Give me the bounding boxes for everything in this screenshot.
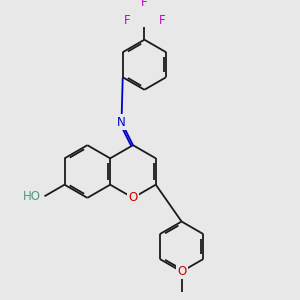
Text: O: O	[128, 191, 138, 204]
Text: HO: HO	[23, 190, 41, 203]
Text: F: F	[123, 14, 130, 27]
Text: N: N	[117, 116, 126, 129]
Text: F: F	[141, 0, 148, 9]
Text: F: F	[159, 14, 165, 27]
Text: O: O	[177, 265, 186, 278]
